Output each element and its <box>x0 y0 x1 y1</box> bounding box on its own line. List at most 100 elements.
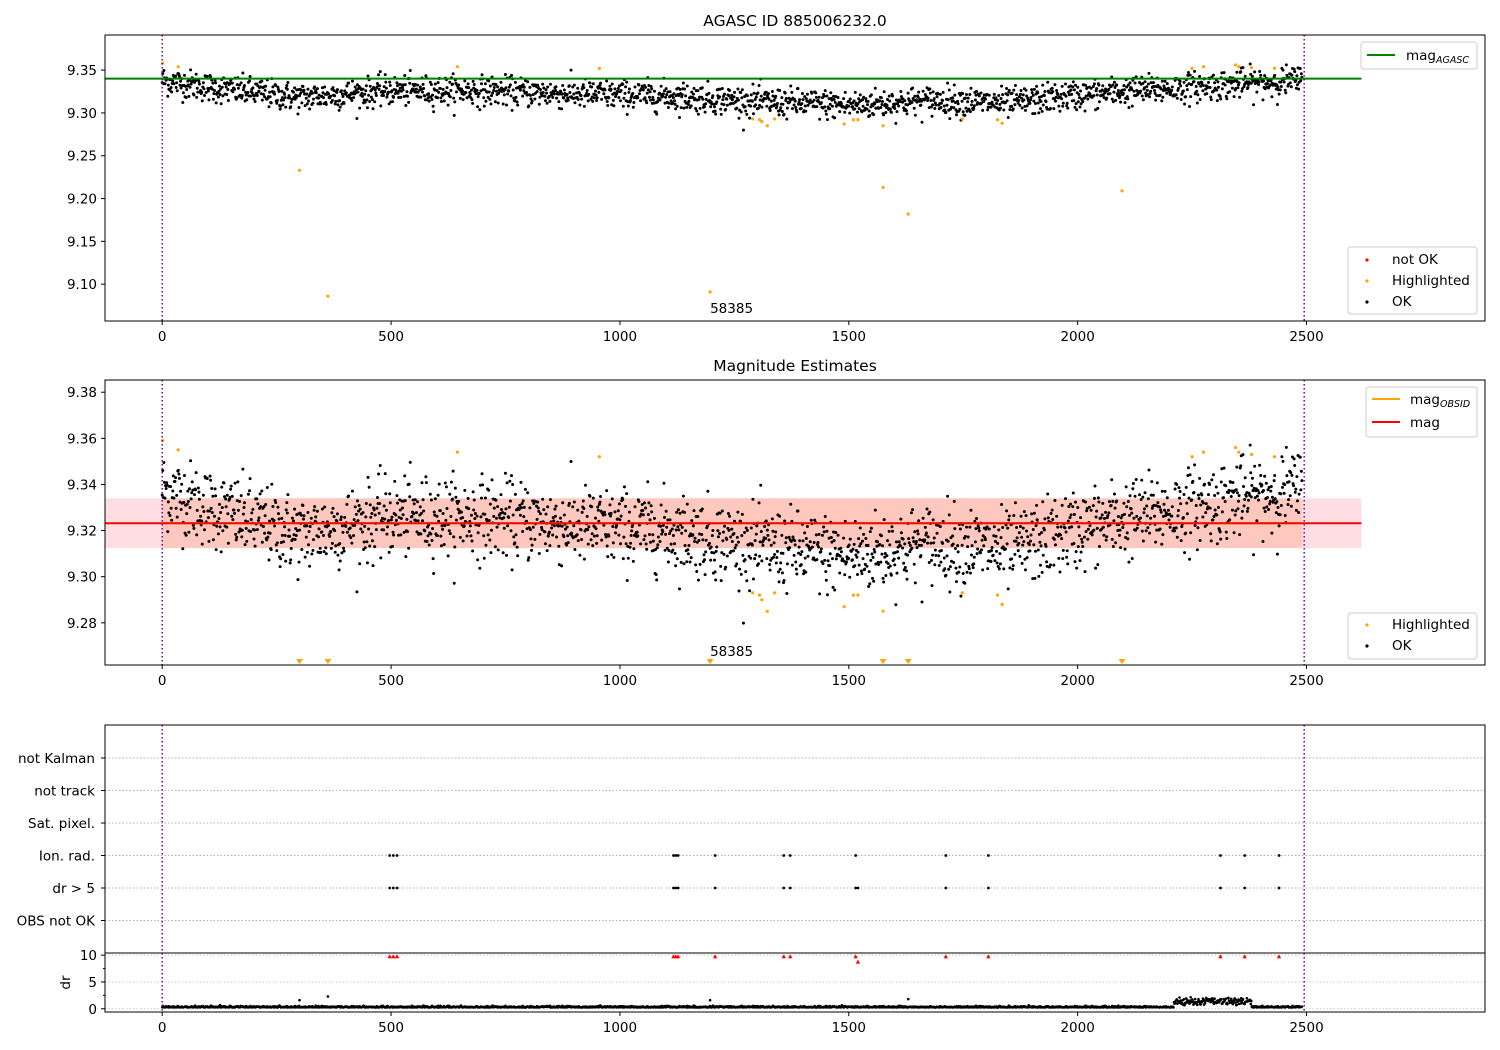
ok-point <box>1294 508 1298 512</box>
ok-point <box>711 529 715 533</box>
ok-point <box>335 512 339 516</box>
ok-point <box>1299 488 1303 492</box>
ok-point <box>226 541 230 545</box>
ok-point <box>1052 537 1056 541</box>
ok-point <box>373 100 377 104</box>
ok-point <box>1198 98 1202 102</box>
ok-point <box>572 500 576 504</box>
ok-point <box>701 538 705 542</box>
ok-point <box>518 503 522 507</box>
ok-point <box>465 534 469 538</box>
ok-point <box>873 86 877 90</box>
legend-label: OK <box>1392 294 1413 310</box>
ok-point <box>958 565 962 569</box>
ok-point <box>323 505 327 509</box>
ok-point <box>368 100 372 104</box>
ok-point <box>1112 492 1116 496</box>
ok-point <box>943 567 947 571</box>
ok-point <box>651 539 655 543</box>
ok-point <box>246 91 250 95</box>
ok-point <box>1170 514 1174 518</box>
ok-point <box>565 92 569 96</box>
ok-point <box>214 101 218 105</box>
ok-point <box>1284 91 1288 95</box>
ok-point <box>188 506 192 510</box>
ok-point <box>767 538 771 542</box>
ok-point <box>288 96 292 100</box>
ok-point <box>732 531 736 535</box>
ok-point <box>468 92 472 96</box>
ok-point <box>894 540 898 544</box>
ok-point <box>275 101 279 105</box>
ok-point <box>1079 550 1083 554</box>
ok-point <box>735 106 739 110</box>
ok-point <box>177 74 181 78</box>
ok-point <box>262 505 266 509</box>
ok-point <box>243 543 247 547</box>
ok-point <box>1235 70 1239 74</box>
ok-point <box>507 516 511 520</box>
ok-point <box>322 533 326 537</box>
y-axis: 9.289.309.329.349.369.38 <box>67 385 105 632</box>
ok-point <box>579 528 583 532</box>
ok-point <box>1147 468 1151 472</box>
ok-point <box>1019 514 1023 518</box>
ok-point <box>469 88 473 92</box>
ok-point <box>1175 96 1179 100</box>
ok-point <box>1147 71 1151 75</box>
ok-point <box>990 549 994 553</box>
ok-point <box>452 113 456 117</box>
ok-point <box>412 502 416 506</box>
ok-point <box>910 546 914 550</box>
ok-point <box>866 543 870 547</box>
ok-point <box>525 93 529 97</box>
ok-point <box>903 99 907 103</box>
ok-point <box>488 97 492 101</box>
ok-point <box>821 562 825 566</box>
ok-point <box>1233 513 1237 517</box>
ok-point <box>377 73 381 77</box>
ok-point <box>983 97 987 101</box>
ok-point <box>725 103 729 107</box>
ok-point <box>280 89 284 93</box>
ok-point <box>390 89 394 93</box>
ok-point <box>452 581 456 585</box>
ok-point <box>189 459 193 463</box>
ok-point <box>1100 88 1104 92</box>
ok-point <box>1116 515 1120 519</box>
ok-point <box>558 516 562 520</box>
ok-point <box>952 106 956 110</box>
ok-point <box>914 542 918 546</box>
ok-point <box>1118 528 1122 532</box>
ok-point <box>504 507 508 511</box>
ok-point <box>1165 91 1169 95</box>
ok-point <box>1093 484 1097 488</box>
ok-point <box>637 499 641 503</box>
ok-point <box>537 509 541 513</box>
ok-point <box>1087 505 1091 509</box>
ok-point <box>674 107 678 111</box>
ok-point <box>804 97 808 101</box>
ok-point <box>667 549 671 553</box>
ok-point <box>675 104 679 108</box>
ok-point <box>704 550 708 554</box>
ok-point <box>508 479 512 483</box>
ok-point <box>1272 479 1276 483</box>
ok-point <box>652 89 656 93</box>
ok-point <box>1112 90 1116 94</box>
ok-point <box>815 105 819 109</box>
ok-point <box>433 513 437 517</box>
ok-point <box>1192 491 1196 495</box>
ok-point <box>572 92 576 96</box>
ok-point <box>427 523 431 527</box>
ok-point <box>1224 484 1228 488</box>
ok-point <box>1176 86 1180 90</box>
ok-point <box>866 552 870 556</box>
ok-point <box>521 530 525 534</box>
ok-point <box>546 505 550 509</box>
ok-point <box>1237 81 1241 85</box>
ok-point <box>887 529 891 533</box>
ok-point <box>773 552 777 556</box>
highlighted-point <box>297 168 302 172</box>
ok-point <box>598 500 602 504</box>
